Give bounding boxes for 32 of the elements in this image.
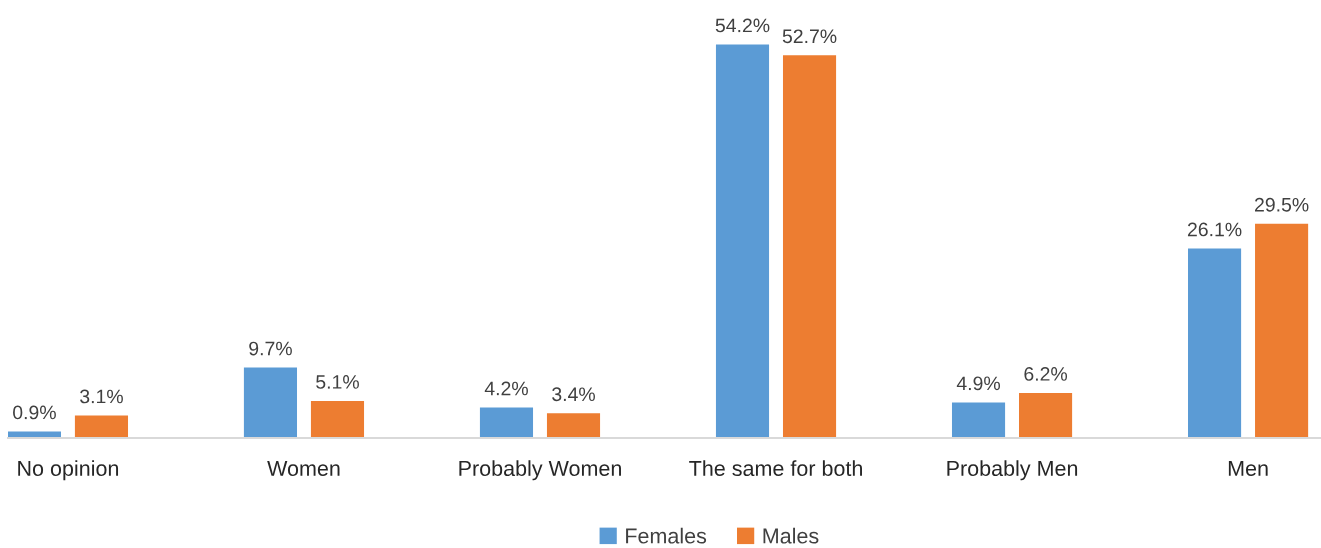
data-label: 52.7% bbox=[782, 29, 837, 44]
bar bbox=[1019, 392, 1073, 438]
data-label: 29.5% bbox=[1255, 197, 1309, 212]
data-label: 9.7% bbox=[249, 341, 292, 356]
bar bbox=[8, 431, 61, 438]
x-tick-label: The same for both bbox=[689, 460, 862, 477]
data-label: 6.2% bbox=[1024, 367, 1068, 381]
bar bbox=[546, 413, 601, 438]
legend-label: Males bbox=[763, 527, 819, 544]
bar bbox=[310, 400, 365, 438]
bar bbox=[715, 44, 770, 438]
bar bbox=[243, 367, 298, 438]
x-tick-label: Men bbox=[1228, 461, 1268, 477]
data-label: 0.9% bbox=[13, 405, 56, 420]
x-tick-label: Probably Women bbox=[459, 460, 621, 481]
x-tick-label: Women bbox=[267, 461, 340, 477]
data-label: 54.2% bbox=[715, 18, 770, 33]
data-label: 4.9% bbox=[956, 376, 1000, 391]
bar bbox=[1188, 248, 1242, 438]
bar bbox=[1255, 223, 1309, 438]
bar bbox=[74, 415, 129, 438]
data-label: 3.1% bbox=[80, 389, 123, 404]
data-label: 5.1% bbox=[316, 375, 359, 389]
x-tick-label: Probably Men bbox=[947, 460, 1078, 481]
legend-label: Females bbox=[626, 527, 707, 544]
bar bbox=[951, 402, 1006, 438]
bar bbox=[782, 55, 837, 438]
x-tick-label: No opinion bbox=[18, 460, 119, 481]
bar bbox=[479, 407, 534, 438]
data-label: 4.2% bbox=[484, 381, 528, 396]
data-label: 26.1% bbox=[1187, 222, 1242, 237]
data-label: 3.4% bbox=[552, 387, 595, 402]
